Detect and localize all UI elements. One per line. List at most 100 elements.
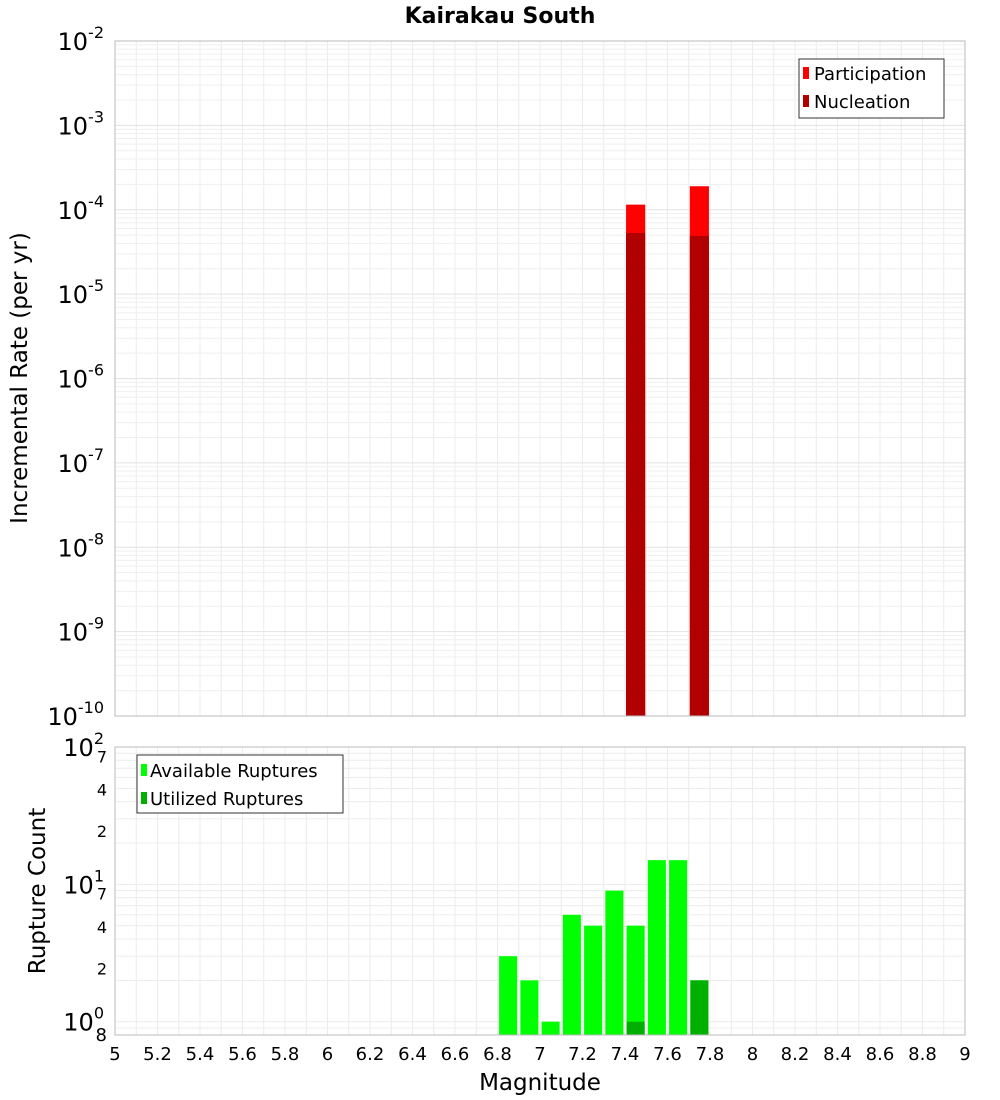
top-y-tick-labels: 10-210-310-410-510-610-710-810-910-10: [47, 23, 104, 731]
top-gridlines: [114, 41, 966, 717]
x-tick-label: 8.8: [908, 1044, 937, 1065]
x-tick-label: 6: [322, 1044, 333, 1065]
legend-participation-label: Participation: [814, 64, 926, 85]
x-tick-label: 6.4: [398, 1044, 427, 1065]
tick-exponent: -6: [88, 361, 104, 380]
legend-nucleation-swatch: [803, 95, 809, 107]
x-tick-label: 5.6: [228, 1044, 257, 1065]
bottom-bars: [499, 860, 709, 1035]
bottom-y-tick-label: 2: [97, 959, 107, 978]
top-y-tick-label: 10-6: [58, 361, 105, 394]
bottom-y-tick-label: 102: [63, 729, 104, 762]
tick-base: 10: [58, 197, 89, 225]
x-tick-label: 8: [747, 1044, 758, 1065]
tick-exponent: -3: [88, 107, 104, 126]
tick-exponent: -5: [88, 276, 104, 295]
x-tick-label: 7.6: [653, 1044, 682, 1065]
tick-exponent: 2: [94, 729, 104, 748]
tick-base: 10: [63, 871, 94, 899]
top-legend-box: [798, 58, 945, 119]
tick-exponent: -10: [78, 698, 104, 717]
bottom-y-tick-label: 101: [63, 866, 104, 899]
bar-nucleation-7_45: [626, 233, 646, 716]
tick-exponent: 0: [94, 1004, 104, 1023]
tick-base: 10: [58, 112, 89, 140]
tick-base: 10: [58, 619, 89, 647]
x-tick-label: 8.6: [866, 1044, 895, 1065]
bar-available-ruptures-7_15: [562, 914, 581, 1035]
x-tick-labels: 5 5.2 5.4 5.6 5.8 6 6.2 6.4 6.6 6.8 7 7.2 7.4 7.6 7.8 8…: [109, 1044, 970, 1065]
tick-base: 10: [63, 1009, 94, 1037]
bottom-y-tick-label: 8: [96, 1025, 107, 1046]
bottom-y-tick-label: 100: [63, 1004, 104, 1037]
tick-exponent: -7: [88, 445, 104, 464]
top-y-tick-label: 10-8: [58, 529, 105, 562]
legend-available-label: Available Ruptures: [150, 761, 318, 782]
legend-nucleation-label: Nucleation: [814, 92, 910, 113]
legend-utilized-label: Utilized Ruptures: [150, 789, 303, 810]
tick-exponent: -9: [88, 614, 104, 633]
bar-available-ruptures-7_25: [584, 925, 603, 1035]
bottom-y-tick-label: 2: [97, 822, 107, 841]
x-tick-label: 9: [959, 1044, 970, 1065]
top-bars: [626, 186, 709, 717]
bottom-gridlines: [114, 746, 966, 1036]
bottom-y-axis-label: Rupture Count: [25, 808, 51, 974]
bottom-legend: Available Ruptures Utilized Ruptures: [136, 754, 344, 814]
legend-utilized-swatch: [141, 792, 147, 804]
bar-utilized-ruptures-7_75: [690, 980, 709, 1035]
tick-exponent: -8: [88, 529, 104, 548]
tick-base: 10: [58, 281, 89, 309]
legend-participation-swatch: [803, 67, 809, 79]
tick-base: 10: [58, 366, 89, 394]
x-tick-label: 5.4: [186, 1044, 215, 1065]
bottom-y-tick-label: 4: [97, 918, 107, 937]
top-legend: Participation Nucleation: [798, 58, 945, 119]
top-y-tick-label: 10-4: [58, 192, 105, 225]
chart-title: Kairakau South: [405, 4, 596, 29]
x-tick-label: 6.6: [441, 1044, 470, 1065]
top-y-tick-label: 10-10: [47, 698, 104, 731]
x-tick-label: 8.4: [823, 1044, 852, 1065]
top-y-tick-label: 10-5: [58, 276, 105, 309]
bottom-y-tick-label: 4: [97, 781, 107, 800]
top-y-tick-label: 10-3: [58, 107, 105, 140]
bar-available-ruptures-6_95: [520, 980, 539, 1035]
bar-available-ruptures-6_85: [499, 956, 518, 1035]
bottom-plot-frame: [114, 746, 966, 1036]
tick-base: 10: [58, 450, 89, 478]
top-y-tick-label: 10-2: [58, 23, 105, 56]
x-tick-label: 6.2: [356, 1044, 385, 1065]
bottom-legend-box: [136, 754, 344, 814]
x-tick-label: 6.8: [483, 1044, 512, 1065]
legend-available-swatch: [141, 764, 147, 776]
bottom-y-tick-label: 7: [97, 885, 107, 904]
bar-available-ruptures-7_55: [647, 860, 666, 1035]
top-y-axis-label: Incremental Rate (per yr): [7, 232, 33, 524]
bar-nucleation-7_75: [689, 235, 709, 716]
bar-utilized-ruptures-7_45: [626, 1021, 645, 1035]
bottom-y-tick-label: 7: [97, 747, 107, 766]
x-tick-label: 5.8: [271, 1044, 300, 1065]
x-tick-label: 7.4: [611, 1044, 640, 1065]
x-tick-label: 8.2: [781, 1044, 810, 1065]
top-y-tick-label: 10-7: [58, 445, 105, 478]
tick-base: 10: [58, 534, 89, 562]
tick-base: 10: [58, 28, 89, 56]
x-axis-label: Magnitude: [479, 1070, 601, 1096]
top-plot-frame: [114, 40, 966, 717]
bar-available-ruptures-7_45: [626, 925, 645, 1035]
top-y-tick-label: 10-9: [58, 614, 105, 647]
tick-base: 10: [47, 703, 78, 731]
x-tick-label: 5: [109, 1044, 120, 1065]
x-tick-label: 7.8: [696, 1044, 725, 1065]
bar-available-ruptures-7_05: [541, 1021, 560, 1035]
tick-base: 10: [63, 734, 94, 762]
bar-available-ruptures-7_65: [669, 860, 688, 1035]
tick-exponent: -2: [88, 23, 104, 42]
tick-exponent: 1: [94, 866, 104, 885]
bar-available-ruptures-7_35: [605, 890, 624, 1035]
x-tick-label: 7.2: [568, 1044, 597, 1065]
